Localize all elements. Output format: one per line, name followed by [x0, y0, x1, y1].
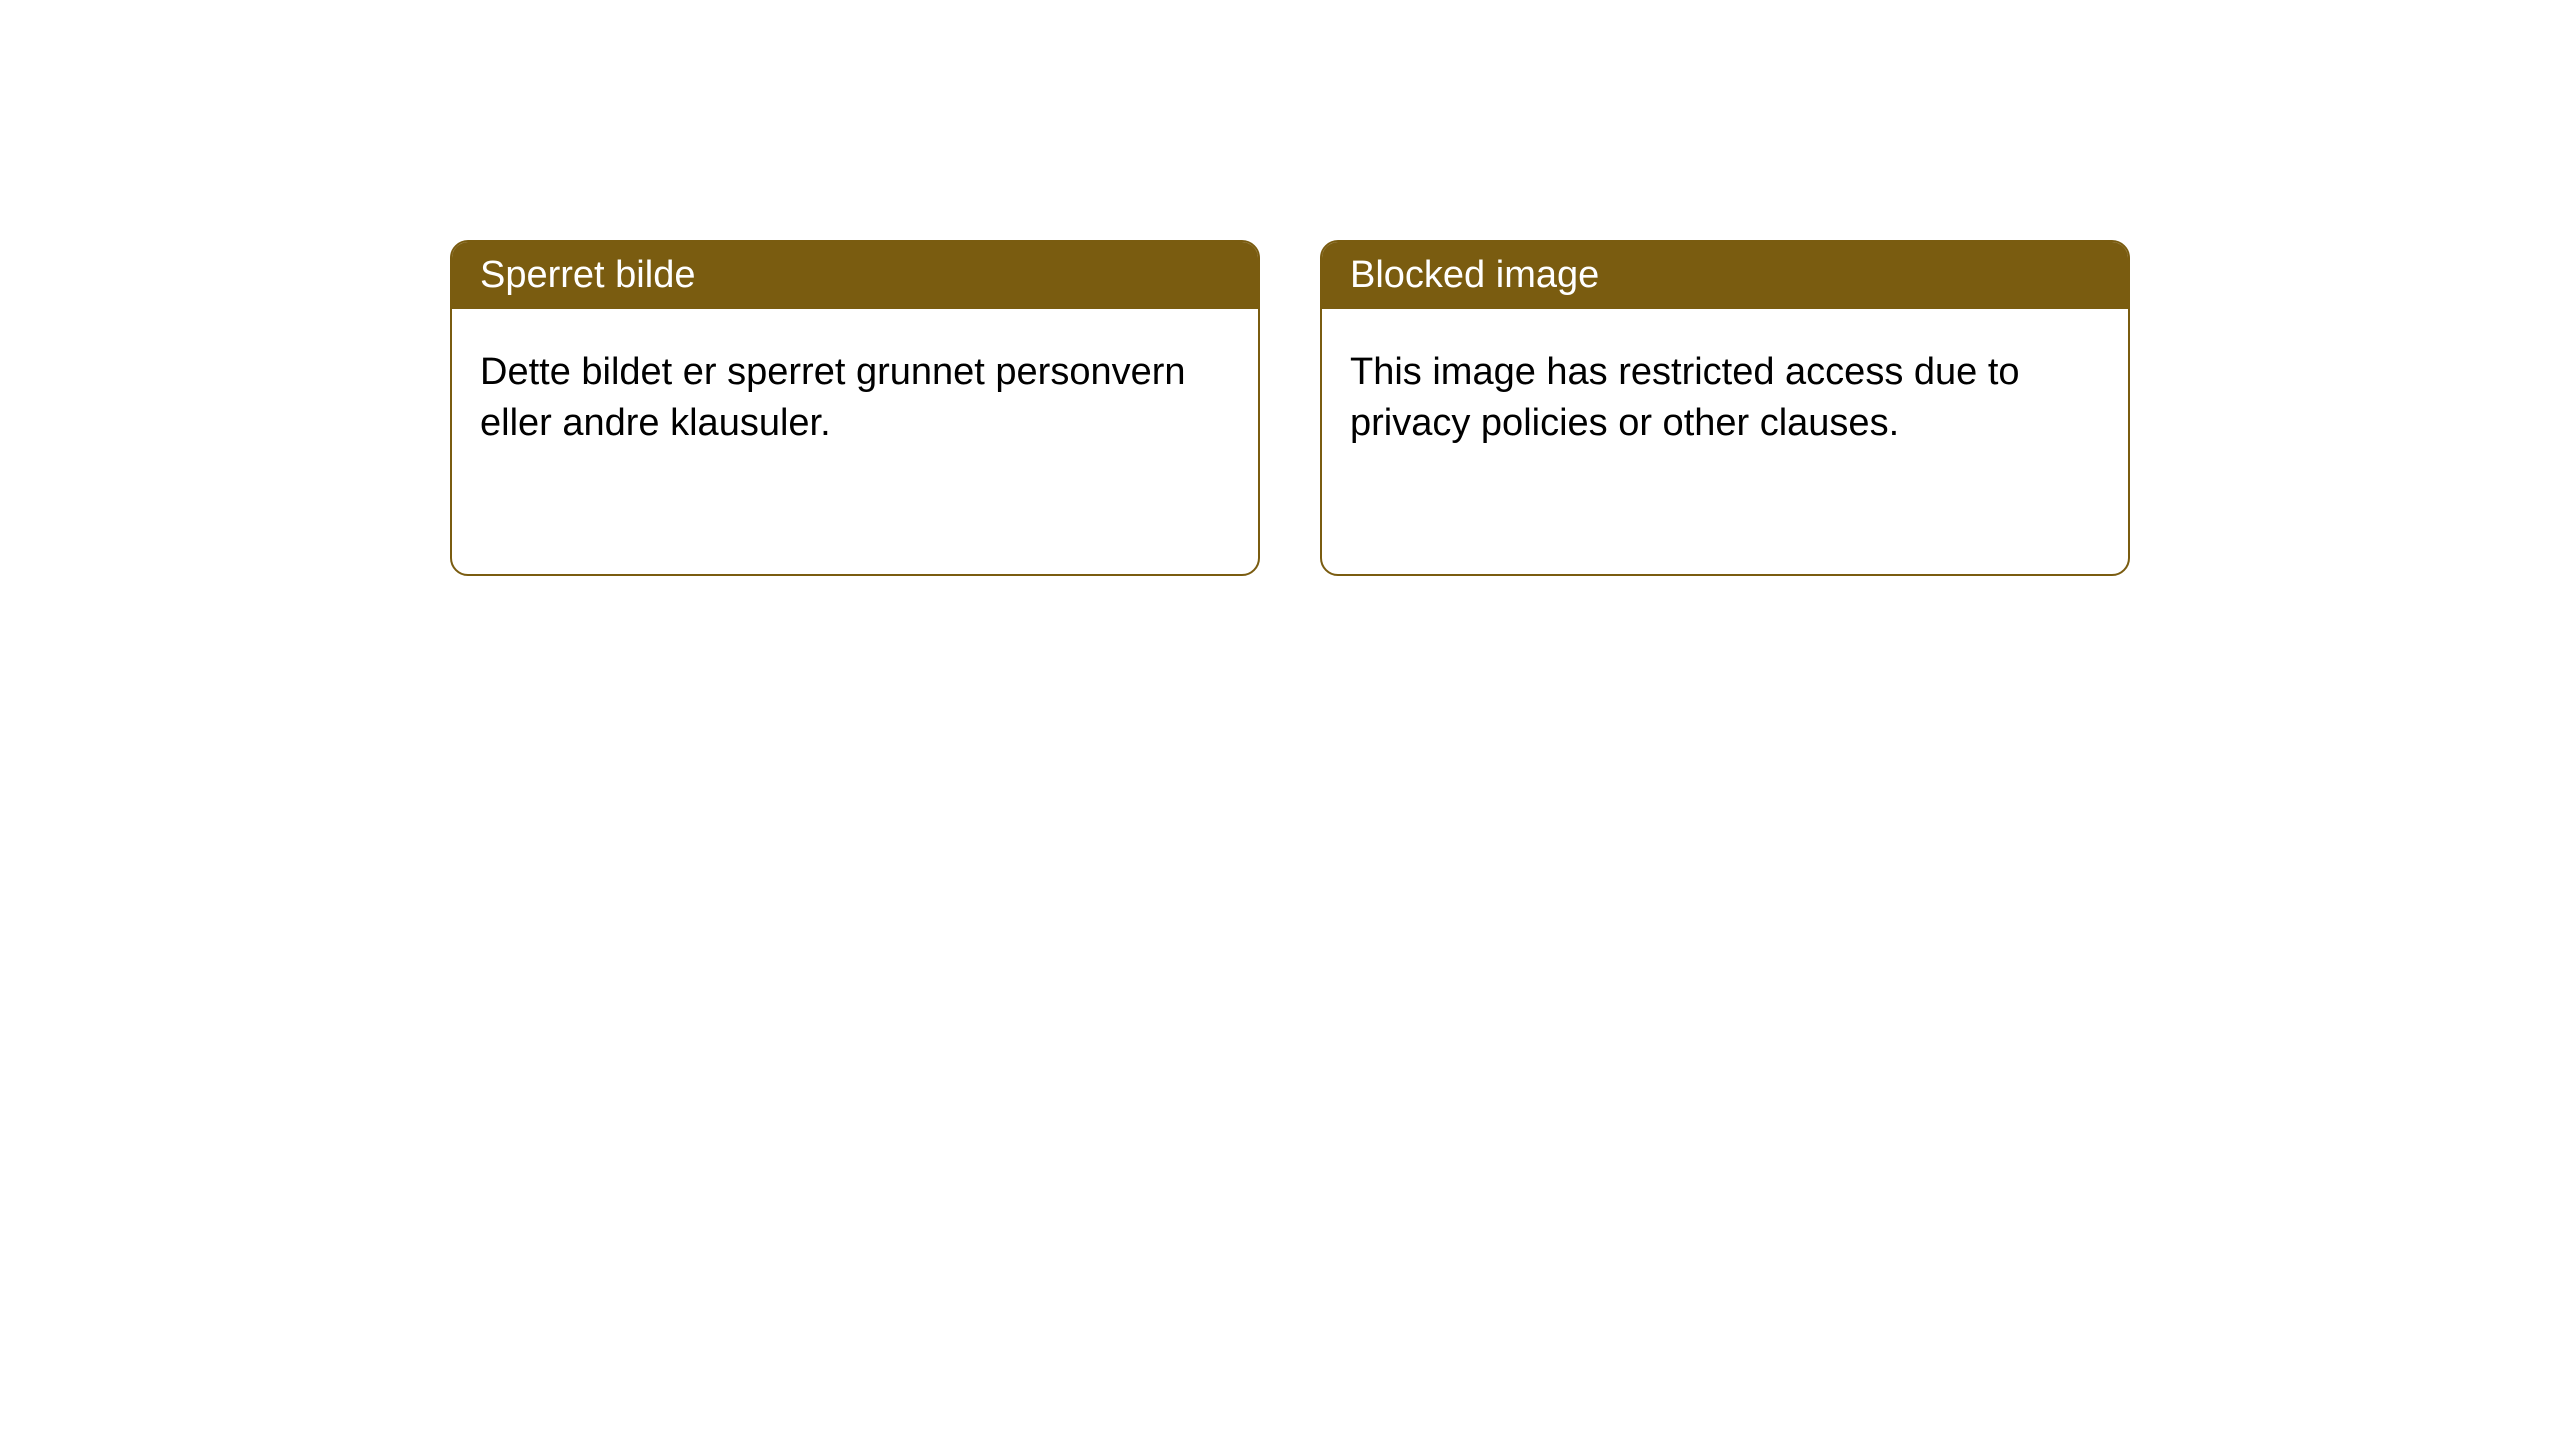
notice-body-english: This image has restricted access due to … [1322, 309, 2128, 488]
notice-text-english: This image has restricted access due to … [1350, 351, 2020, 444]
notice-text-norwegian: Dette bildet er sperret grunnet personve… [480, 351, 1186, 444]
notice-title-english: Blocked image [1350, 254, 1599, 296]
notice-container: Sperret bilde Dette bildet er sperret gr… [450, 240, 2130, 576]
notice-header-english: Blocked image [1322, 242, 2128, 309]
notice-card-norwegian: Sperret bilde Dette bildet er sperret gr… [450, 240, 1260, 576]
notice-card-english: Blocked image This image has restricted … [1320, 240, 2130, 576]
notice-header-norwegian: Sperret bilde [452, 242, 1258, 309]
notice-body-norwegian: Dette bildet er sperret grunnet personve… [452, 309, 1258, 488]
notice-title-norwegian: Sperret bilde [480, 254, 695, 296]
